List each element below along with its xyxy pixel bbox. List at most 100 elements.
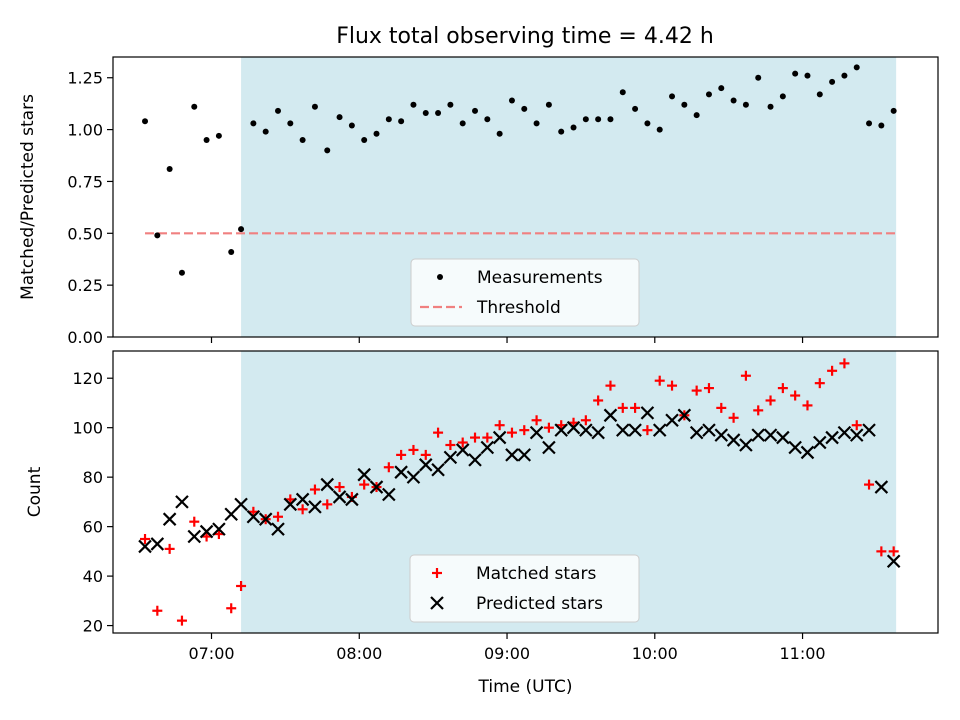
measurement-point — [558, 128, 565, 135]
matched-star-point — [309, 484, 320, 495]
predicted-star-point — [776, 430, 790, 445]
measurement-point — [238, 226, 245, 233]
predicted-star-point — [394, 465, 408, 479]
measurement-point — [422, 110, 429, 116]
predicted-star-point — [714, 428, 729, 442]
ratio-panel: 0.00 0.25 0.50 0.75 1.00 1.25 Matched/Predict… — [18, 56, 939, 347]
time-x-axis-label: Time (UTC) — [478, 677, 573, 697]
legend-measurement-marker — [437, 274, 443, 280]
matched-star-point — [716, 402, 727, 413]
predicted-star-point — [345, 492, 359, 507]
matched-star-point — [617, 402, 628, 413]
y-tick-label: 0.75 — [67, 172, 103, 191]
measurement-point — [853, 64, 860, 71]
predicted-star-point — [579, 423, 593, 437]
predicted-star-point — [825, 430, 839, 445]
measurement-point — [299, 136, 306, 143]
measurement-point — [154, 232, 161, 239]
predicted-star-point — [517, 448, 532, 462]
count-points — [138, 358, 901, 626]
matched-star-point — [802, 400, 813, 411]
predicted-star-point — [739, 438, 753, 452]
predicted-star-point — [162, 512, 177, 526]
predicted-star-point — [175, 495, 189, 509]
predicted-star-point — [542, 440, 556, 455]
predicted-star-point — [874, 480, 889, 494]
measurement-point — [545, 101, 552, 108]
matched-star-point — [667, 380, 678, 391]
matched-star-point — [790, 390, 801, 401]
matched-star-point — [164, 543, 175, 554]
matched-star-point — [433, 427, 444, 438]
predicted-star-point — [258, 512, 273, 526]
measurement-point — [459, 120, 466, 127]
matched-star-point — [691, 385, 702, 396]
measurement-point — [878, 122, 885, 129]
predicted-star-point — [406, 470, 421, 484]
measurement-point — [178, 269, 185, 276]
measurement-point — [496, 130, 503, 137]
predicted-star-point — [308, 500, 322, 514]
predicted-star-point — [800, 445, 815, 460]
predicted-star-point — [246, 509, 261, 524]
matched-star-point — [383, 462, 394, 473]
predicted-star-point — [150, 537, 165, 551]
matched-star-point — [580, 415, 591, 426]
legend-predicted-marker — [430, 596, 444, 610]
measurement-point — [275, 107, 281, 114]
measurement-point — [398, 118, 405, 125]
matched-star-point — [593, 395, 604, 406]
predicted-star-point — [677, 408, 692, 423]
x-tick-label: 08:00 — [336, 644, 382, 663]
y-tick-label: 0.25 — [67, 276, 103, 295]
predicted-star-point — [357, 467, 371, 482]
matched-star-point — [777, 383, 788, 394]
matched-star-point — [531, 415, 542, 426]
legend-box — [410, 258, 640, 327]
count-y-axis-label: Count — [25, 466, 45, 517]
measurement-point — [508, 97, 515, 104]
predicted-star-point — [849, 428, 864, 442]
measurement-point — [166, 166, 173, 172]
measurement-point — [693, 112, 700, 119]
y-tick-label: 0.00 — [67, 328, 103, 347]
measurement-point — [767, 103, 774, 110]
y-tick-label: 0.50 — [67, 224, 103, 243]
predicted-star-point — [813, 435, 827, 450]
y-tick-label: 40 — [83, 567, 103, 586]
predicted-star-point — [529, 425, 544, 440]
predicted-star-point — [187, 529, 202, 544]
y-tick-label: 60 — [83, 518, 103, 537]
matched-star-point — [152, 605, 163, 616]
matched-star-point — [494, 420, 505, 431]
matched-star-point — [273, 511, 283, 522]
measurement-point — [595, 116, 602, 123]
measurement-point — [755, 74, 762, 81]
measurement-point — [142, 118, 149, 125]
matched-star-point — [189, 516, 200, 527]
measurement-point — [373, 130, 380, 137]
count-plot-frame — [112, 350, 939, 634]
predicted-star-point — [689, 425, 704, 440]
ratio-axis-ticks: 0.00 0.25 0.50 0.75 1.00 1.25 — [67, 69, 804, 347]
predicted-star-point — [628, 423, 642, 437]
measurement-point — [447, 101, 454, 108]
matched-star-point — [506, 427, 517, 438]
matched-star-point — [213, 529, 224, 540]
predicted-star-point — [199, 524, 214, 539]
matched-star-point — [297, 504, 308, 515]
predicted-star-point — [382, 487, 396, 502]
matched-star-point — [654, 375, 665, 386]
matched-star-point — [642, 425, 653, 436]
predicted-star-point — [443, 450, 458, 465]
ratio-legend: Measurements Threshold — [410, 258, 640, 327]
matched-star-point — [334, 482, 345, 493]
matched-star-point — [568, 417, 579, 428]
matched-star-point — [457, 437, 468, 448]
matched-star-point — [765, 395, 776, 406]
predicted-star-point — [554, 423, 568, 437]
matched-star-point — [703, 383, 714, 394]
figure-title: Flux total observing time = 4.42 h — [336, 24, 714, 49]
